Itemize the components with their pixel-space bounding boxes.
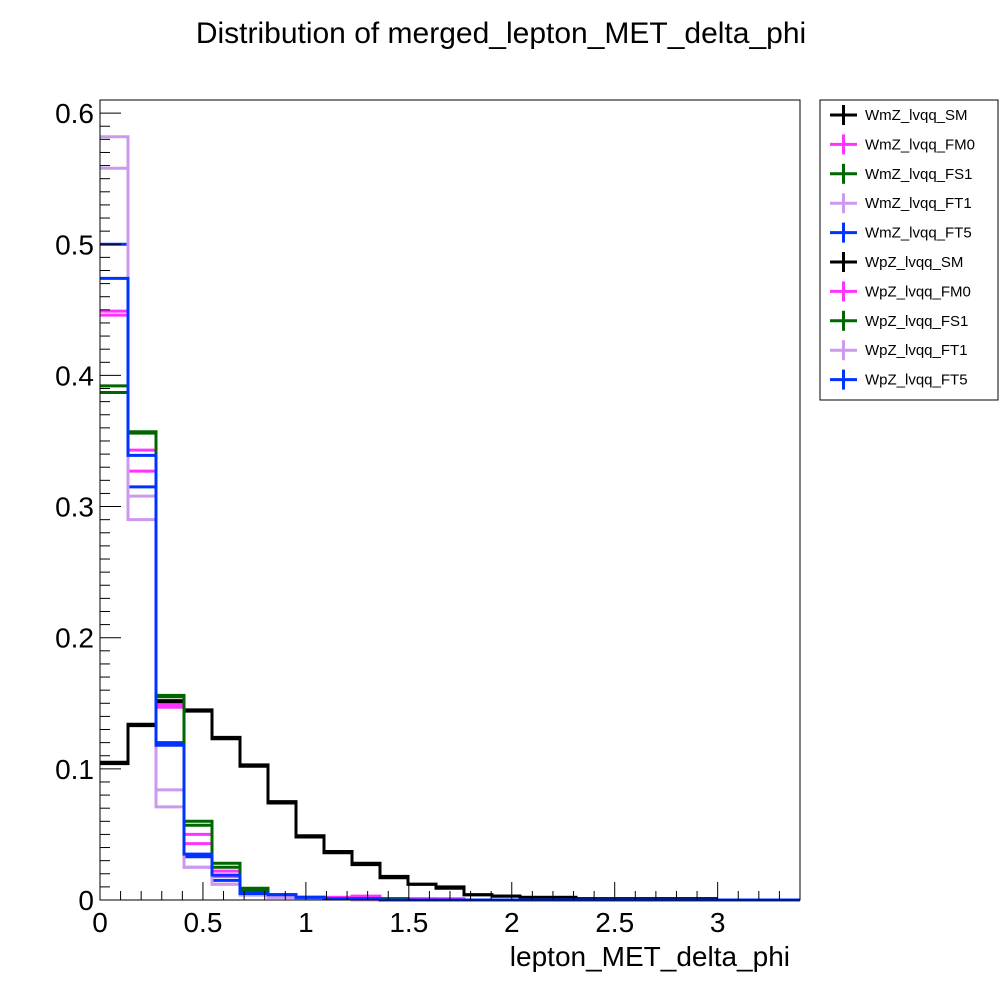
x-tick-label: 2.5 — [595, 907, 634, 938]
x-tick-label: 1 — [298, 907, 314, 938]
series-line-wpz-lvqq-ft5 — [100, 276, 800, 902]
y-tick-label: 0.2 — [55, 623, 94, 654]
legend-entry: WmZ_lvqq_FT1 — [830, 193, 972, 214]
legend: WmZ_lvqq_SM WmZ_lvqq_FM0 WmZ_lvqq_FS1 WmZ_l… — [819, 99, 999, 401]
x-tick-label: 2 — [504, 907, 520, 938]
legend-entry: WmZ_lvqq_SM — [830, 105, 968, 125]
legend-entry: WmZ_lvqq_FS1 — [830, 163, 973, 184]
legend-label: WpZ_lvqq_FT5 — [865, 372, 968, 389]
y-tick-label: 0.1 — [55, 754, 94, 785]
series-line-wpz-lvqq-ft1 — [100, 166, 800, 902]
legend-label: WpZ_lvqq_SM — [865, 254, 963, 271]
y-tick-label: 0.3 — [55, 492, 94, 523]
axes: 0 0.5 1 1.5 2 2.5 3 0 0.1 0.2 0.3 0.4 0.5 0.6 — [55, 98, 801, 938]
series-line-wmz-lvqq-sm — [100, 701, 800, 902]
legend-label: WmZ_lvqq_FM0 — [865, 136, 975, 153]
x-tick-label: 3 — [710, 907, 726, 938]
series-line-wmz-lvqq-fs1 — [100, 384, 800, 902]
series-line-wpz-lvqq-sm — [100, 699, 800, 902]
legend-label: WmZ_lvqq_FT1 — [865, 195, 972, 212]
plot-area — [100, 135, 800, 902]
chart-title: Distribution of merged_lepton_MET_delta_… — [196, 17, 806, 50]
y-tick-label: 0.5 — [55, 229, 94, 260]
x-tick-label: 0 — [92, 907, 108, 938]
legend-entry: WpZ_lvqq_FS1 — [830, 310, 968, 331]
legend-entry: WpZ_lvqq_FT5 — [830, 369, 968, 390]
series-line-wmz-lvqq-fm0 — [100, 309, 800, 902]
legend-entry: WpZ_lvqq_FT1 — [830, 340, 968, 361]
series-line-wmz-lvqq-ft1 — [100, 135, 800, 902]
legend-entry: WpZ_lvqq_SM — [830, 252, 963, 272]
x-tick-label: 1.5 — [389, 907, 428, 938]
series-line-wpz-lvqq-fs1 — [100, 390, 800, 902]
y-tick-label: 0.4 — [55, 360, 94, 391]
legend-label: WpZ_lvqq_FS1 — [865, 313, 968, 330]
series-line-wpz-lvqq-fm0 — [100, 313, 800, 902]
series-line-wmz-lvqq-ft5 — [100, 242, 800, 902]
legend-entry: WpZ_lvqq_FM0 — [830, 281, 971, 302]
legend-entry: WmZ_lvqq_FT5 — [830, 222, 972, 243]
legend-entry: WmZ_lvqq_FM0 — [830, 134, 975, 155]
legend-label: WmZ_lvqq_SM — [865, 107, 968, 124]
x-axis-title: lepton_MET_delta_phi — [510, 941, 790, 972]
legend-label: WmZ_lvqq_FS1 — [865, 166, 973, 183]
legend-label: WmZ_lvqq_FT5 — [865, 225, 972, 242]
legend-label: WpZ_lvqq_FM0 — [865, 283, 971, 300]
legend-label: WpZ_lvqq_FT1 — [865, 342, 968, 359]
y-tick-label: 0 — [78, 885, 94, 916]
x-tick-label: 0.5 — [183, 907, 222, 938]
plot-frame — [99, 99, 801, 901]
y-tick-label: 0.6 — [55, 98, 94, 129]
